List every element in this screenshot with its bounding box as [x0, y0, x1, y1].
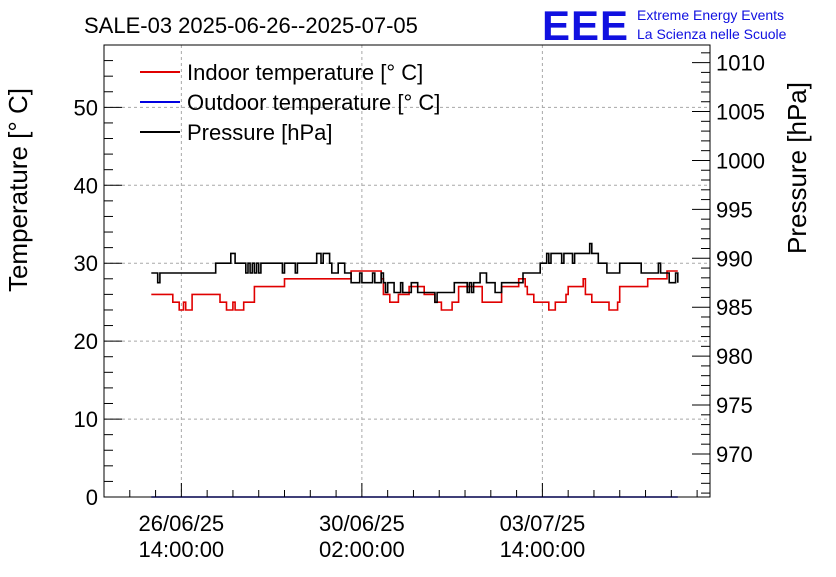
legend-label-indoor: Indoor temperature [° C]: [187, 60, 423, 85]
x-tick-label-time: 14:00:00: [139, 537, 225, 562]
grid-lines: [104, 45, 710, 497]
y-left-tick-label: 20: [74, 329, 98, 354]
series-layer: [151, 242, 679, 498]
y-right-tick-label: 995: [716, 197, 753, 222]
y-left-tick-label: 0: [86, 485, 98, 510]
y-right-tick-label: 1005: [716, 100, 765, 125]
chart-title: SALE-03 2025-06-26--2025-07-05: [84, 13, 418, 38]
y-axis-label-right: Pressure [hPa]: [782, 82, 812, 254]
x-tick-label-date: 26/06/25: [139, 511, 225, 536]
y-right-tick-label: 970: [716, 442, 753, 467]
y-right-tick-label: 990: [716, 246, 753, 271]
y-right-tick-label: 1000: [716, 148, 765, 173]
y-right-tick-label: 975: [716, 393, 753, 418]
y-right-tick-label: 985: [716, 295, 753, 320]
plot-frame: [103, 44, 711, 498]
x-tick-label-time: 02:00:00: [319, 537, 405, 562]
eee-logo: EEE Extreme Energy Events La Scienza nel…: [542, 2, 787, 49]
pressure-line: [151, 242, 679, 304]
indoor-temperature-line: [151, 270, 678, 311]
y-left-tick-label: 40: [74, 173, 98, 198]
x-tick-label-date: 03/07/25: [500, 511, 586, 536]
x-tick-label-date: 30/06/25: [319, 511, 405, 536]
eee-logo-line2: La Scienza nelle Scuole: [637, 26, 787, 42]
x-tick-label-time: 14:00:00: [500, 537, 586, 562]
y-right-tick-label: 1010: [716, 51, 765, 76]
axes: 0 10 20 30 40 50 970 975 980 985 990 995 1000 1005 101…: [74, 44, 765, 562]
y-axis-label-left: Temperature [° C]: [3, 88, 33, 292]
legend: Indoor temperature [° C] Outdoor tempera…: [140, 60, 440, 145]
y-left-tick-label: 10: [74, 407, 98, 432]
y-right-tick-label: 980: [716, 344, 753, 369]
legend-label-pressure: Pressure [hPa]: [187, 120, 333, 145]
eee-logo-line1: Extreme Energy Events: [637, 7, 784, 23]
y-left-tick-label: 50: [74, 95, 98, 120]
legend-label-outdoor: Outdoor temperature [° C]: [187, 90, 440, 115]
eee-logo-mark: EEE: [542, 2, 629, 49]
y-left-tick-label: 30: [74, 251, 98, 276]
